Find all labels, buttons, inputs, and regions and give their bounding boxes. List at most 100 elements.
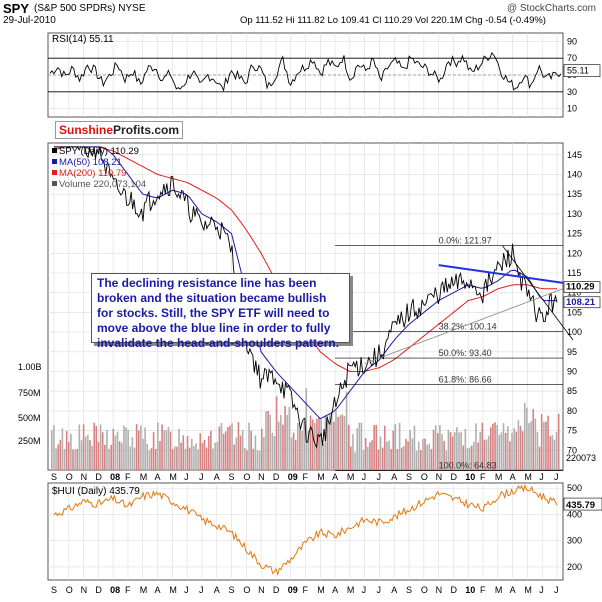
x-axis-label-price: J	[376, 472, 381, 482]
volume-bar	[118, 441, 121, 470]
volume-bar	[74, 449, 76, 470]
volume-bar	[59, 439, 62, 470]
volume-bar	[451, 436, 454, 470]
legend-swatch	[52, 170, 57, 175]
volume-bar	[163, 430, 166, 470]
volume-bar	[269, 415, 272, 470]
volume-bar	[352, 434, 354, 470]
volume-bar	[89, 440, 91, 470]
volume-bar	[530, 421, 532, 470]
volume-bar	[256, 450, 259, 470]
volume-bar	[407, 441, 409, 470]
volume-bar	[498, 434, 501, 470]
volume-bar	[195, 443, 197, 470]
volume-bar	[305, 388, 308, 470]
volume-bar	[521, 431, 524, 470]
x-axis-label-hui: F	[125, 585, 131, 595]
volume-bar	[528, 423, 530, 470]
volume-bar	[254, 435, 257, 470]
volume-bar	[201, 442, 204, 470]
x-axis-label-price: F	[125, 472, 131, 482]
x-axis-label-hui: A	[155, 585, 161, 595]
volume-bar	[475, 423, 477, 470]
volume-bar	[224, 431, 227, 470]
volume-bar	[464, 428, 467, 470]
volume-bar	[345, 391, 348, 470]
x-axis-label-hui: 08	[110, 585, 120, 595]
volume-bar	[557, 413, 560, 470]
x-axis-label-hui: A	[510, 585, 516, 595]
legend-label: SPY (Daily) 110.29	[59, 146, 139, 157]
volume-bar	[55, 448, 57, 470]
volume-bar	[307, 430, 310, 470]
volume-bar	[553, 439, 556, 470]
volume-bar	[485, 439, 488, 470]
x-axis-label-hui: D	[95, 585, 102, 595]
volume-bar	[280, 415, 282, 470]
x-axis-label-price: A	[214, 472, 220, 482]
volume-bar	[509, 441, 511, 470]
price-tick-label: 105	[567, 307, 582, 317]
volume-bar	[216, 442, 219, 470]
volume-bar	[369, 442, 371, 470]
x-axis-label-hui: 10	[465, 585, 475, 595]
volume-bar	[292, 432, 295, 470]
volume-bar	[500, 432, 503, 470]
annotation-box: The declining resistance line has been b…	[91, 273, 350, 350]
volume-bar	[447, 429, 450, 470]
volume-bar	[443, 440, 445, 470]
volume-bar	[466, 448, 469, 470]
legend-label: MA(50) 108.21	[59, 157, 122, 168]
volume-bar	[324, 415, 327, 470]
volume-bar	[157, 422, 159, 470]
volume-bar	[233, 444, 235, 470]
ohlc-readout: Op 111.52 Hi 111.82 Lo 109.41 Cl 110.29 …	[240, 15, 546, 26]
x-axis-label-hui: A	[214, 585, 220, 595]
x-axis-label-hui: J	[539, 585, 544, 595]
volume-bar	[311, 419, 314, 470]
x-axis-label-price: N	[258, 472, 265, 482]
x-axis-label-hui: S	[51, 585, 57, 595]
volume-bar	[76, 448, 79, 470]
volume-bar	[326, 420, 329, 470]
volume-bar	[148, 450, 151, 470]
x-axis-label-hui: D	[273, 585, 280, 595]
volume-bar	[57, 444, 59, 470]
volume-bar	[190, 438, 193, 470]
price-tick-label: 145	[567, 150, 582, 160]
fib-label: 100.0%: 64.83	[439, 461, 497, 471]
price-tick-label: 85	[567, 386, 577, 396]
legend-label: MA(200) 110.79	[59, 168, 126, 179]
volume-bar	[367, 447, 369, 470]
volume-bar	[335, 409, 337, 470]
x-axis-label-hui: M	[169, 585, 177, 595]
volume-bar	[513, 428, 515, 470]
volume-bar	[411, 438, 414, 470]
x-axis-label-hui: F	[303, 585, 309, 595]
volume-bar	[104, 444, 106, 470]
volume-bar	[63, 448, 66, 470]
price-tick-label: 80	[567, 406, 577, 416]
volume-bar	[487, 435, 490, 470]
volume-bar	[364, 437, 367, 470]
volume-bar	[288, 406, 291, 470]
volume-bar	[199, 433, 202, 470]
x-axis-label-hui: M	[347, 585, 355, 595]
volume-bar	[142, 438, 144, 470]
volume-bar	[545, 421, 547, 470]
volume-bar	[517, 420, 520, 470]
volume-bar	[178, 428, 180, 470]
x-axis-label-price: O	[243, 472, 250, 482]
volume-bar	[339, 415, 342, 470]
x-axis-label-price: M	[524, 472, 532, 482]
volume-bar	[360, 422, 363, 470]
volume-bar	[258, 450, 261, 470]
volume-bar	[390, 448, 392, 470]
legend-label: Volume 220,073,104	[59, 179, 146, 190]
volume-bar	[227, 426, 229, 470]
volume-bar	[460, 431, 462, 470]
volume-bar	[146, 443, 149, 470]
volume-bar	[246, 450, 248, 470]
volume-bar	[282, 424, 284, 470]
volume-bar	[477, 442, 479, 470]
